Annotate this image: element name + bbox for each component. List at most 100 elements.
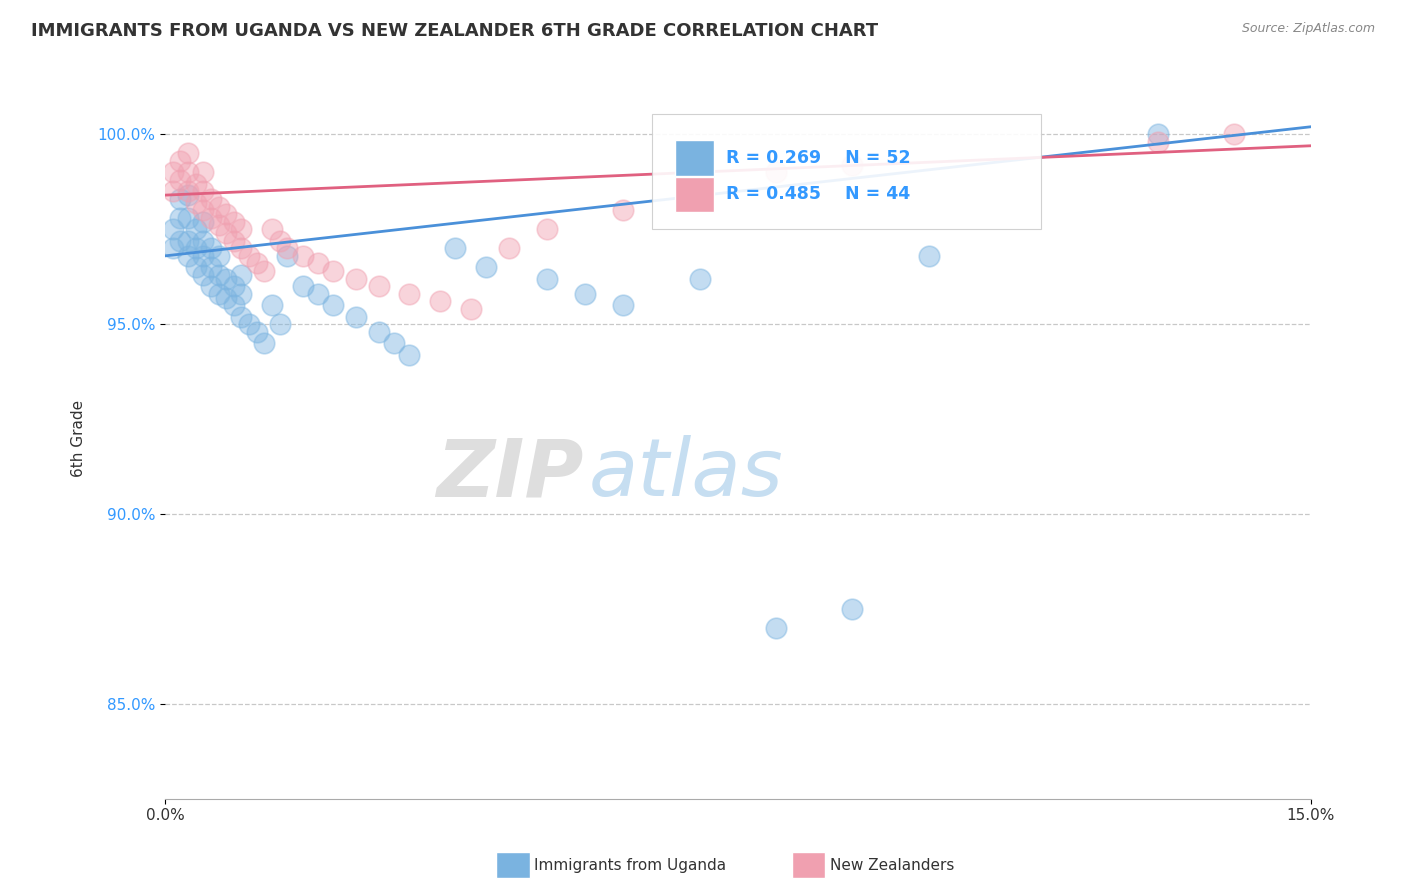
Point: [207, 249, 229, 263]
Point: [498, 241, 520, 255]
Point: [193, 184, 215, 198]
Point: [215, 271, 238, 285]
Point: [841, 158, 863, 172]
Point: [222, 279, 245, 293]
Point: [322, 298, 344, 312]
Point: [177, 188, 200, 202]
FancyBboxPatch shape: [675, 140, 714, 176]
Point: [184, 260, 207, 275]
Point: [246, 256, 269, 270]
Point: [231, 222, 253, 236]
Point: [162, 165, 184, 179]
Point: [536, 222, 558, 236]
Point: [765, 621, 787, 635]
Point: [253, 336, 276, 351]
Point: [276, 249, 298, 263]
Point: [184, 222, 207, 236]
Point: [169, 173, 191, 187]
Point: [169, 192, 191, 206]
Point: [193, 203, 215, 218]
Point: [184, 241, 207, 255]
Text: Immigrants from Uganda: Immigrants from Uganda: [534, 858, 727, 872]
Point: [222, 234, 245, 248]
Point: [193, 215, 215, 229]
Point: [367, 279, 389, 293]
Point: [207, 219, 229, 233]
Point: [612, 203, 634, 218]
Point: [612, 298, 634, 312]
Text: Source: ZipAtlas.com: Source: ZipAtlas.com: [1241, 22, 1375, 36]
Point: [1223, 128, 1246, 142]
Point: [238, 317, 260, 331]
Point: [1146, 128, 1168, 142]
Point: [200, 260, 222, 275]
Point: [322, 264, 344, 278]
Point: [222, 215, 245, 229]
Text: R = 0.485    N = 44: R = 0.485 N = 44: [727, 186, 911, 203]
Point: [269, 234, 291, 248]
Text: atlas: atlas: [589, 435, 783, 513]
Point: [231, 268, 253, 282]
Point: [193, 249, 215, 263]
Point: [574, 286, 596, 301]
Point: [269, 317, 291, 331]
Point: [162, 241, 184, 255]
Point: [177, 211, 200, 225]
Point: [169, 234, 191, 248]
Point: [200, 192, 222, 206]
Point: [207, 268, 229, 282]
Point: [231, 310, 253, 324]
Point: [429, 294, 451, 309]
Point: [367, 325, 389, 339]
Text: R = 0.269    N = 52: R = 0.269 N = 52: [727, 149, 911, 167]
Point: [475, 260, 498, 275]
Point: [215, 226, 238, 240]
Point: [200, 279, 222, 293]
Point: [260, 298, 283, 312]
Text: IMMIGRANTS FROM UGANDA VS NEW ZEALANDER 6TH GRADE CORRELATION CHART: IMMIGRANTS FROM UGANDA VS NEW ZEALANDER …: [31, 22, 879, 40]
FancyBboxPatch shape: [675, 177, 714, 212]
Point: [398, 286, 420, 301]
Point: [307, 286, 329, 301]
Point: [536, 271, 558, 285]
Point: [307, 256, 329, 270]
Point: [200, 241, 222, 255]
Point: [207, 200, 229, 214]
Point: [162, 222, 184, 236]
Text: New Zealanders: New Zealanders: [830, 858, 953, 872]
Y-axis label: 6th Grade: 6th Grade: [72, 400, 86, 476]
Point: [231, 241, 253, 255]
Point: [231, 286, 253, 301]
Point: [238, 249, 260, 263]
Point: [162, 184, 184, 198]
Point: [177, 165, 200, 179]
Point: [841, 602, 863, 616]
Point: [177, 146, 200, 161]
Point: [276, 241, 298, 255]
Point: [177, 234, 200, 248]
Point: [215, 207, 238, 221]
Point: [382, 336, 405, 351]
Point: [246, 325, 269, 339]
Point: [689, 271, 711, 285]
Point: [291, 279, 314, 293]
Point: [169, 153, 191, 168]
Point: [222, 298, 245, 312]
Point: [689, 184, 711, 198]
Point: [291, 249, 314, 263]
Point: [344, 271, 367, 285]
Point: [207, 286, 229, 301]
Point: [193, 268, 215, 282]
Point: [215, 291, 238, 305]
Text: ZIP: ZIP: [436, 435, 583, 513]
Point: [344, 310, 367, 324]
Point: [169, 211, 191, 225]
Point: [765, 165, 787, 179]
Point: [184, 177, 207, 191]
Point: [177, 184, 200, 198]
Point: [253, 264, 276, 278]
Point: [177, 249, 200, 263]
Point: [184, 195, 207, 210]
Point: [193, 165, 215, 179]
Point: [200, 211, 222, 225]
